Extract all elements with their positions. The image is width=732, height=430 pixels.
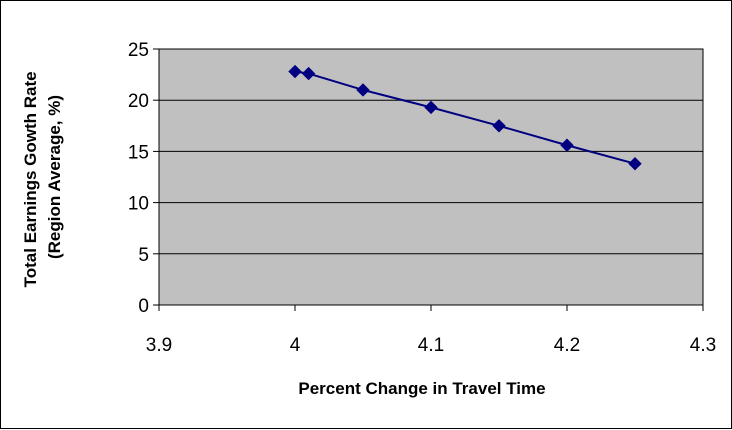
x-tick-label: 4 — [290, 335, 301, 356]
labels: 0 5 10 15 20 25 3.9 4 4.1 4.2 4.3 — [128, 40, 716, 356]
x-axis-title: Percent Change in Travel Time — [298, 379, 545, 398]
series-layer — [288, 64, 642, 171]
data-point — [492, 119, 506, 133]
data-point — [560, 138, 574, 152]
data-point — [356, 83, 370, 97]
y-tick-label: 5 — [138, 245, 149, 266]
y-axis-title-line-2: (Region Average, %) — [45, 95, 64, 259]
data-point — [424, 100, 438, 115]
grid-lines — [159, 99, 703, 255]
x-tick-label: 4.3 — [690, 335, 716, 356]
y-tick-label: 15 — [128, 142, 149, 163]
y-axis-title-line-1: Total Earnings Gowth Rate — [21, 71, 40, 287]
y-axis-title: Total Earnings Gowth Rate (Region Averag… — [21, 67, 64, 288]
data-point — [288, 64, 302, 79]
data-point — [628, 156, 642, 171]
plot-area — [158, 48, 704, 306]
y-tick-label: 10 — [128, 194, 149, 215]
axes — [153, 48, 704, 311]
y-tick-label: 25 — [128, 40, 149, 61]
data-point — [301, 66, 316, 81]
x-tick-label: 3.9 — [146, 335, 172, 356]
y-tick-label: 20 — [128, 91, 149, 112]
x-tick-label: 4.2 — [554, 335, 580, 356]
y-tick-label: 0 — [138, 296, 149, 317]
x-tick-label: 4.1 — [418, 335, 444, 356]
